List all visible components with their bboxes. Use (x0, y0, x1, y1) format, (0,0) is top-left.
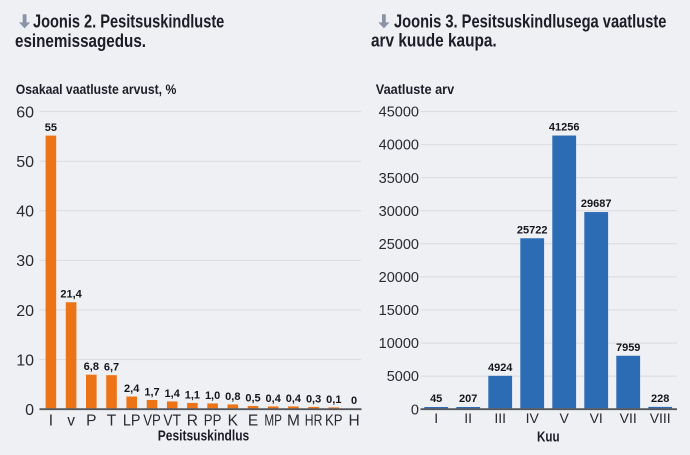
svg-text:35000: 35000 (379, 171, 419, 187)
svg-text:Vaatluste arv: Vaatluste arv (376, 82, 455, 97)
svg-text:VT: VT (163, 412, 181, 429)
svg-text:Kuu: Kuu (537, 430, 560, 446)
svg-text:R: R (187, 412, 198, 429)
svg-text:45: 45 (430, 393, 442, 405)
svg-text:40: 40 (16, 204, 34, 221)
svg-text:5000: 5000 (387, 369, 419, 385)
svg-text:Pesitsuskindlus: Pesitsuskindlus (158, 428, 250, 444)
svg-text:HR: HR (305, 412, 323, 429)
svg-text:T: T (107, 412, 117, 429)
svg-text:PP: PP (204, 412, 222, 429)
svg-text:6,7: 6,7 (104, 362, 119, 374)
svg-text:21,4: 21,4 (60, 289, 82, 301)
svg-text:0,4: 0,4 (286, 393, 302, 405)
svg-text:0: 0 (25, 402, 34, 419)
svg-text:1,7: 1,7 (144, 386, 159, 398)
svg-text:20000: 20000 (379, 270, 419, 286)
svg-text:II: II (464, 410, 472, 426)
svg-text:1,0: 1,0 (205, 390, 220, 402)
svg-text:KP: KP (325, 412, 343, 429)
svg-text:arv kuude kaupa.: arv kuude kaupa. (371, 31, 497, 51)
svg-text:I: I (434, 410, 438, 426)
svg-text:29687: 29687 (581, 198, 612, 210)
svg-text:Joonis 2. Pesitsuskindluste: Joonis 2. Pesitsuskindluste (33, 11, 224, 31)
svg-text:V: V (560, 410, 570, 426)
svg-text:IV: IV (526, 410, 540, 426)
svg-text:50: 50 (16, 154, 34, 171)
svg-text:228: 228 (651, 393, 669, 405)
svg-text:III: III (494, 410, 506, 426)
svg-text:I: I (49, 412, 53, 429)
svg-text:E: E (248, 412, 258, 429)
svg-text:M: M (287, 412, 300, 429)
svg-text:55: 55 (45, 122, 57, 134)
svg-text:0,5: 0,5 (245, 392, 260, 404)
svg-text:60: 60 (16, 104, 34, 121)
svg-text:VP: VP (143, 412, 161, 429)
svg-text:30: 30 (16, 253, 34, 270)
svg-text:7959: 7959 (616, 342, 640, 354)
svg-text:P: P (86, 412, 96, 429)
svg-text:41256: 41256 (549, 122, 580, 134)
svg-text:207: 207 (459, 393, 477, 405)
svg-text:4924: 4924 (488, 362, 513, 374)
svg-text:0,8: 0,8 (225, 391, 240, 403)
svg-text:MP: MP (264, 412, 282, 429)
svg-text:Osakaal vaatluste arvust, %: Osakaal vaatluste arvust, % (16, 82, 177, 97)
svg-text:2,4: 2,4 (124, 383, 140, 395)
svg-text:LP: LP (123, 412, 141, 429)
svg-text:30000: 30000 (379, 204, 419, 220)
svg-text:1,1: 1,1 (185, 389, 200, 401)
svg-text:6,8: 6,8 (84, 361, 99, 373)
svg-text:25000: 25000 (379, 237, 419, 253)
svg-text:45000: 45000 (379, 105, 419, 121)
svg-text:H: H (348, 412, 359, 429)
svg-text:20: 20 (16, 303, 34, 320)
svg-text:K: K (228, 412, 239, 429)
svg-text:VI: VI (590, 410, 603, 426)
svg-text:v: v (67, 412, 75, 429)
svg-text:esinemissagedus.: esinemissagedus. (15, 31, 146, 51)
svg-text:1,4: 1,4 (165, 388, 181, 400)
svg-text:VII: VII (620, 410, 637, 426)
svg-text:15000: 15000 (379, 303, 419, 319)
svg-text:10000: 10000 (379, 336, 419, 352)
svg-text:0: 0 (351, 395, 357, 407)
svg-text:0,4: 0,4 (266, 393, 282, 405)
svg-text:0,1: 0,1 (326, 394, 341, 406)
svg-text:Joonis 3. Pesitsuskindlusega v: Joonis 3. Pesitsuskindlusega vaatluste (394, 11, 666, 31)
svg-text:25722: 25722 (517, 224, 548, 236)
svg-text:40000: 40000 (379, 138, 419, 154)
svg-text:0: 0 (411, 402, 419, 418)
svg-text:VIII: VIII (650, 410, 671, 426)
svg-text:0,3: 0,3 (306, 393, 321, 405)
svg-text:10: 10 (16, 352, 34, 369)
